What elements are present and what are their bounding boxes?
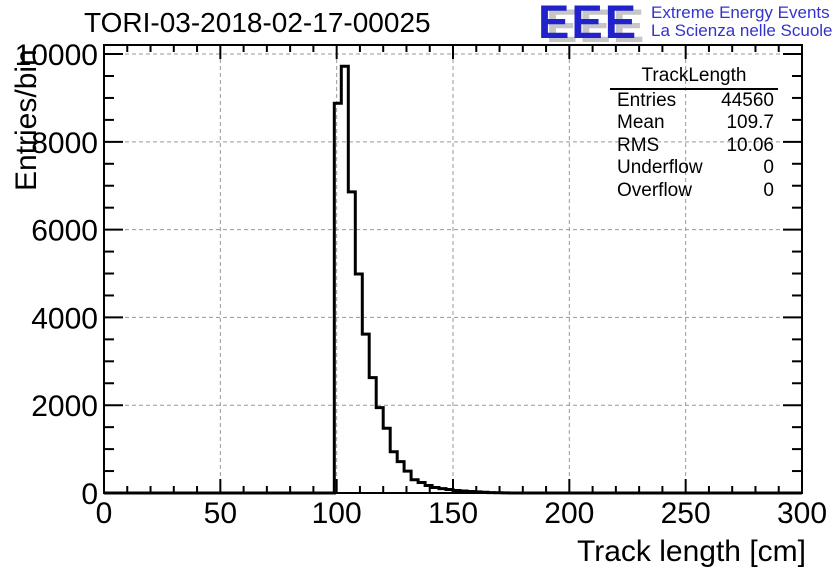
stats-box: TrackLength Entries 44560 Mean 109.7 RMS… bbox=[610, 64, 778, 202]
stat-value: 109.7 bbox=[726, 112, 774, 134]
y-tick-label: 8000 bbox=[31, 127, 98, 160]
eee-logo-line2: La Scienza nelle Scuole bbox=[651, 21, 833, 40]
x-tick-label: 200 bbox=[544, 497, 594, 530]
x-tick-label: 0 bbox=[96, 497, 113, 530]
y-tick-label: 6000 bbox=[31, 215, 98, 248]
stat-label: Overflow bbox=[617, 179, 692, 201]
x-tick-label: 250 bbox=[661, 497, 711, 530]
x-tick-label: 300 bbox=[777, 497, 827, 530]
histogram-line bbox=[104, 64, 802, 495]
y-tick-label: 10000 bbox=[15, 39, 98, 72]
stat-value: 0 bbox=[763, 157, 774, 179]
stat-label: Mean bbox=[617, 112, 665, 134]
eee-logo-line1: Extreme Energy Events bbox=[651, 3, 830, 22]
stat-label: RMS bbox=[617, 134, 660, 156]
stat-label: Underflow bbox=[617, 157, 703, 179]
y-tick-label: 0 bbox=[81, 478, 98, 511]
stats-row-mean: Mean 109.7 bbox=[610, 112, 778, 134]
stats-row-overflow: Overflow 0 bbox=[610, 180, 778, 202]
eee-logo-text: Extreme Energy Events La Scienza nelle S… bbox=[651, 0, 832, 40]
x-tick-label: 100 bbox=[312, 497, 362, 530]
stat-value: 10.06 bbox=[726, 134, 774, 156]
stats-header: TrackLength bbox=[610, 64, 778, 90]
y-tick-label: 2000 bbox=[31, 390, 98, 423]
y-axis-title: Entries/bin bbox=[10, 49, 43, 191]
eee-logo: EEE Extreme Energy Events La Scienza nel… bbox=[538, 0, 833, 48]
eee-logo-letters: EEE bbox=[538, 0, 639, 48]
x-tick-label: 150 bbox=[428, 497, 478, 530]
stat-label: Entries bbox=[617, 90, 677, 111]
x-axis-title: Track length [cm] bbox=[577, 535, 806, 568]
stat-value: 44560 bbox=[721, 90, 774, 111]
page-title: TORI-03-2018-02-17-00025 bbox=[84, 7, 431, 38]
stat-value: 0 bbox=[763, 179, 774, 201]
stats-row-underflow: Underflow 0 bbox=[610, 157, 778, 179]
stats-row-entries: Entries 44560 bbox=[610, 90, 778, 112]
x-tick-label: 50 bbox=[204, 497, 237, 530]
plot-frame bbox=[103, 44, 803, 494]
stats-row-rms: RMS 10.06 bbox=[610, 135, 778, 157]
y-tick-label: 4000 bbox=[31, 302, 98, 335]
